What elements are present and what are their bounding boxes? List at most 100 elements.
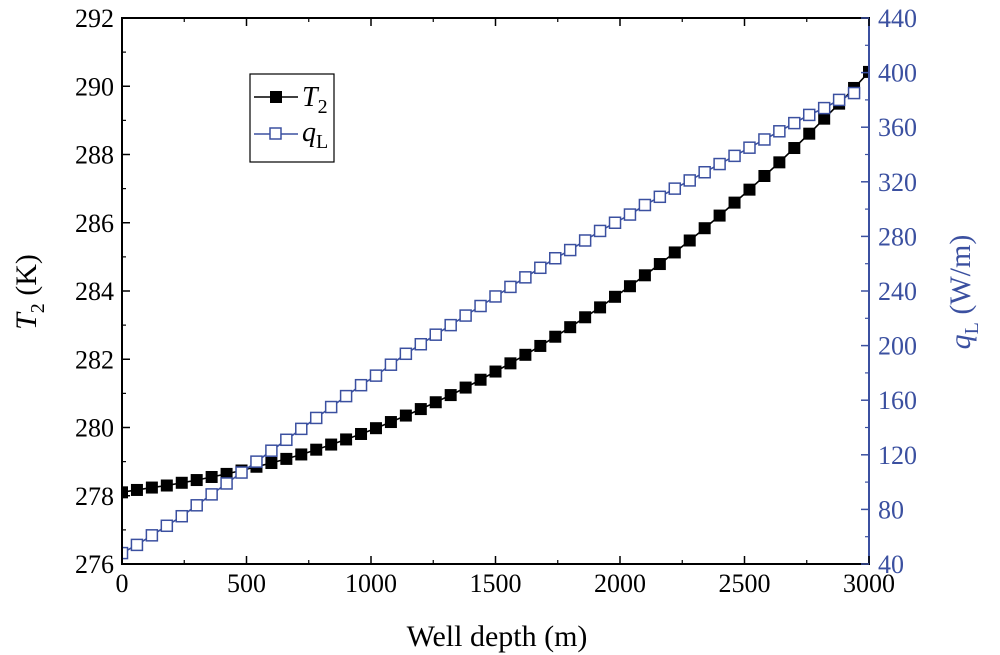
data-point-qL: [638, 198, 652, 212]
data-point-qL: [250, 455, 263, 468]
data-point-qL: [563, 243, 577, 257]
data-point-T2: [325, 438, 338, 451]
legend-marker-qL: [269, 127, 282, 140]
data-point-qL: [384, 358, 398, 371]
legend: T2 qL: [249, 73, 335, 163]
y-left-tick-label: 282: [75, 345, 114, 374]
data-point-T2: [355, 427, 368, 440]
x-tick-label: 2500: [719, 569, 771, 598]
data-point-qL: [122, 546, 129, 560]
y-right-tick-label: 280: [878, 222, 917, 251]
y-left-sub: 2: [27, 303, 49, 313]
data-point-qL: [145, 529, 159, 542]
data-point-qL: [444, 318, 457, 332]
legend-entry-qL: qL: [254, 117, 328, 153]
data-point-T2: [773, 156, 786, 169]
y-right-axis-title: qL (W/m): [944, 235, 983, 350]
data-point-qL: [653, 190, 667, 204]
y-right-tick-label: 400: [878, 59, 917, 88]
data-point-T2: [474, 373, 487, 386]
data-point-T2: [280, 452, 293, 465]
legend-entry-T2: T2: [254, 82, 328, 118]
x-tick-label: 2000: [594, 569, 646, 598]
data-point-T2: [369, 422, 382, 435]
data-point-qL: [280, 433, 293, 447]
data-point-qL: [534, 261, 547, 275]
y-right-tick-label: 320: [878, 168, 917, 197]
data-point-T2: [205, 470, 218, 483]
x-tick-label: 1000: [345, 569, 397, 598]
y-right-tick-label: 40: [878, 550, 904, 579]
data-point-T2: [594, 301, 607, 314]
data-point-T2: [549, 330, 562, 343]
data-point-T2: [623, 280, 636, 293]
data-point-T2: [295, 448, 308, 461]
data-point-T2: [504, 357, 517, 370]
data-point-T2: [265, 456, 278, 469]
data-point-T2: [414, 403, 427, 416]
y-right-tick-label: 240: [878, 277, 917, 306]
data-point-T2: [190, 474, 203, 487]
x-tick-label: 1500: [470, 569, 522, 598]
x-tick-label: 3000: [843, 569, 895, 598]
data-point-T2: [683, 234, 696, 247]
data-point-T2: [220, 467, 233, 480]
data-point-T2: [130, 483, 143, 496]
data-point-qL: [668, 182, 682, 195]
data-point-qL: [160, 519, 174, 533]
data-point-qL: [578, 234, 592, 247]
y-left-tick-label: 290: [75, 72, 114, 101]
data-point-qL: [399, 347, 413, 361]
data-point-qL: [743, 141, 756, 154]
data-point-T2: [489, 365, 502, 378]
data-point-T2: [519, 348, 532, 361]
data-point-qL: [489, 290, 502, 303]
data-point-qL: [773, 125, 786, 138]
series-layer: [122, 65, 869, 560]
data-point-T2: [743, 183, 756, 196]
y-right-tick-label: 120: [878, 441, 917, 470]
data-point-T2: [122, 486, 128, 499]
y-right-tick-label: 160: [878, 386, 917, 415]
data-point-T2: [803, 127, 816, 140]
data-point-qL: [459, 309, 472, 322]
data-point-T2: [579, 311, 592, 324]
data-point-qL: [519, 271, 532, 284]
data-point-T2: [758, 169, 771, 182]
data-point-T2: [399, 409, 412, 422]
data-point-qL: [130, 538, 144, 552]
data-point-qL: [414, 337, 428, 351]
y-right-tick-label: 360: [878, 113, 917, 142]
data-point-T2: [175, 476, 188, 489]
ticks-layer: 0 500 1000 1500 2000 2500 3000 276 278 280 282 284 2…: [75, 4, 917, 598]
legend-marker-T2: [270, 91, 282, 103]
data-point-T2: [698, 222, 711, 235]
data-point-qL: [369, 369, 383, 382]
y-right-var: q: [944, 334, 977, 349]
data-point-T2: [384, 416, 397, 429]
data-point-qL: [295, 422, 308, 436]
data-point-T2: [818, 112, 831, 125]
data-point-qL: [593, 224, 607, 238]
data-point-T2: [444, 389, 457, 402]
y-left-tick-label: 280: [75, 414, 114, 443]
y-left-tick-label: 288: [75, 141, 114, 170]
legend-box: [249, 73, 335, 163]
data-point-qL: [339, 389, 353, 403]
data-point-T2: [145, 481, 158, 494]
data-point-qL: [235, 466, 248, 479]
y-left-unit: (K): [10, 254, 43, 303]
legend-label-T2: T2: [302, 82, 328, 118]
data-point-qL: [698, 165, 711, 179]
data-point-qL: [788, 116, 801, 130]
data-point-T2: [653, 258, 666, 271]
y-right-sub: L: [961, 322, 983, 334]
y-right-tick-label: 80: [878, 495, 904, 524]
y-left-tick-label: 276: [75, 550, 114, 579]
x-axis-title: Well depth (m): [407, 620, 588, 653]
data-point-qL: [354, 378, 368, 392]
y-left-var: T: [10, 311, 43, 330]
data-point-qL: [713, 157, 726, 171]
y-left-tick-label: 286: [75, 209, 114, 238]
data-point-qL: [220, 477, 233, 490]
